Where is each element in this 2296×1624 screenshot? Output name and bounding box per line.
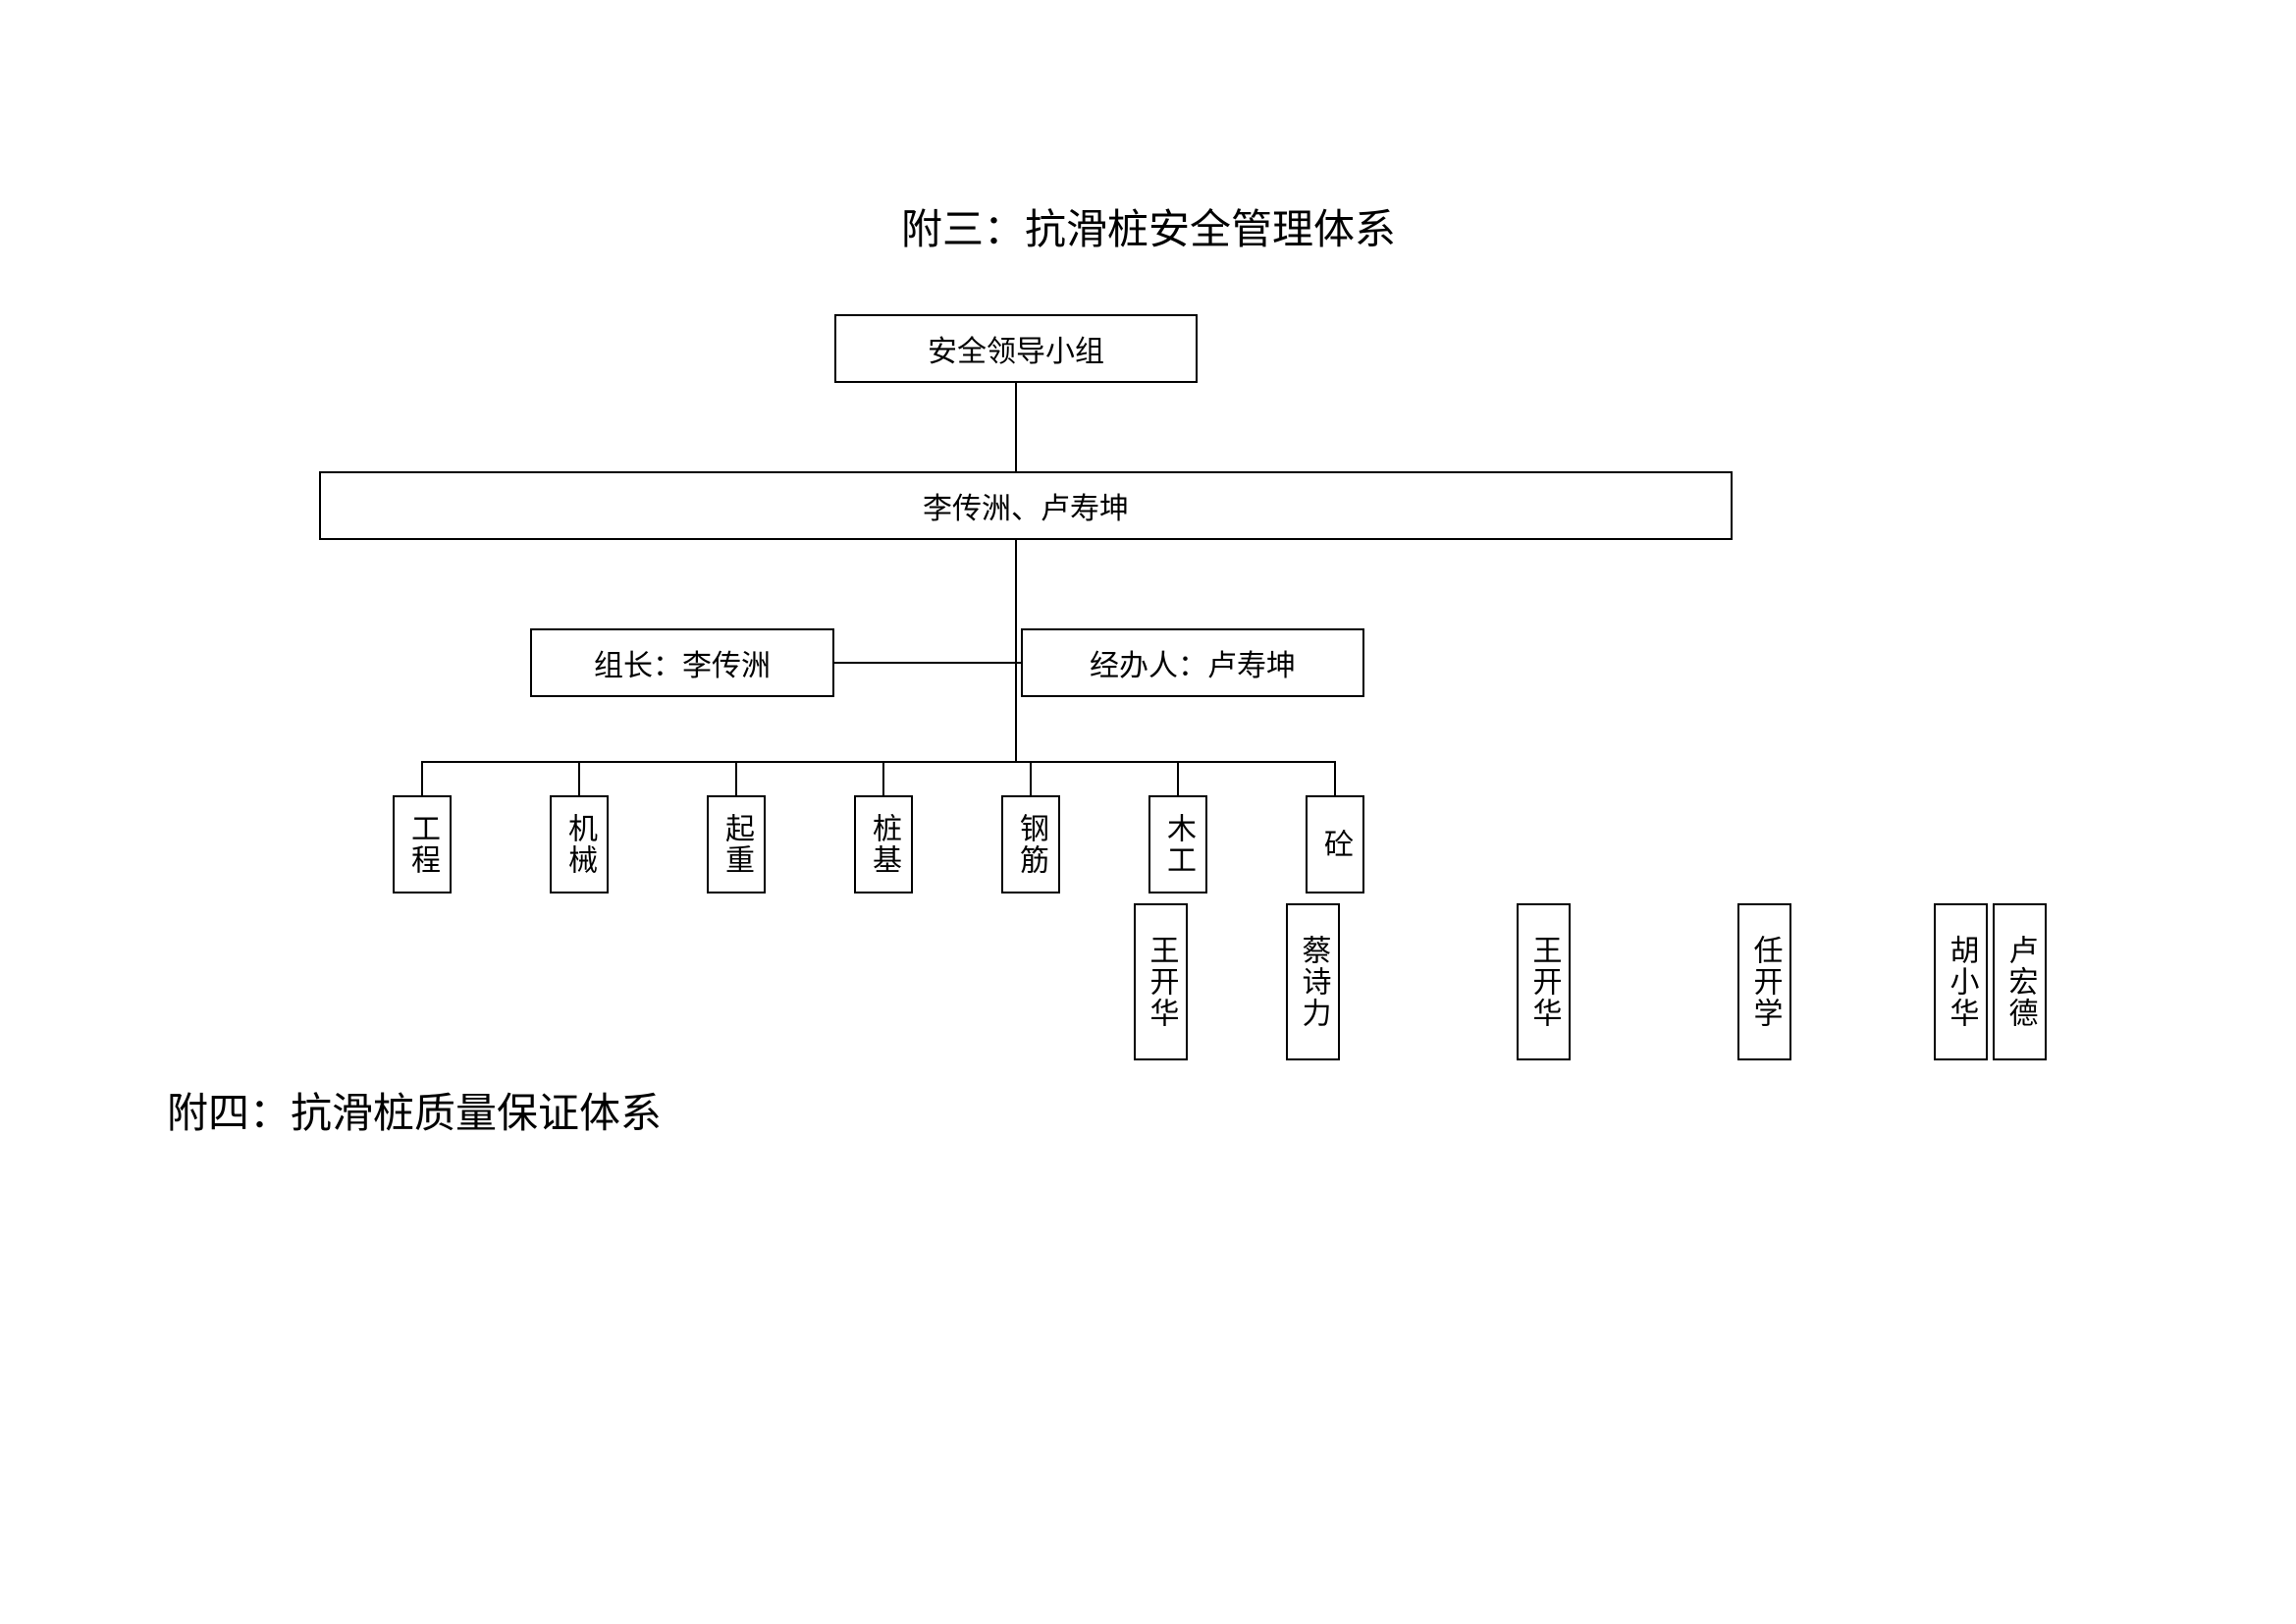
cat-5: 木工 xyxy=(1148,795,1207,893)
cat-1: 机械 xyxy=(550,795,609,893)
edge xyxy=(834,662,1021,664)
name-4: 胡小华 xyxy=(1934,903,1988,1060)
name-0: 王开华 xyxy=(1134,903,1188,1060)
name-5: 卢宏德 xyxy=(1993,903,2047,1060)
node-level2: 李传洲、卢寿坤 xyxy=(319,471,1733,540)
edge xyxy=(1177,761,1179,795)
name-1: 蔡诗力 xyxy=(1286,903,1340,1060)
node-level3-left: 组长：李传洲 xyxy=(530,628,834,697)
title-2: 附四：抗滑桩质量保证体系 xyxy=(167,1080,662,1140)
name-3: 任开学 xyxy=(1737,903,1791,1060)
edge xyxy=(882,761,884,795)
cat-4: 钢筋 xyxy=(1001,795,1060,893)
name-2: 王开华 xyxy=(1517,903,1571,1060)
cat-6: 砼 xyxy=(1306,795,1364,893)
cat-3: 桩基 xyxy=(854,795,913,893)
edge xyxy=(1334,761,1336,795)
title-1: 附三：抗滑桩安全管理体系 xyxy=(682,196,1615,256)
edge xyxy=(1030,761,1032,795)
node-level3-right: 经办人：卢寿坤 xyxy=(1021,628,1364,697)
edge xyxy=(1015,383,1017,471)
edge xyxy=(421,761,423,795)
edge xyxy=(421,761,1335,763)
node-root: 安全领导小组 xyxy=(834,314,1198,383)
edge xyxy=(1015,540,1017,761)
edge xyxy=(578,761,580,795)
edge xyxy=(735,761,737,795)
cat-2: 起重 xyxy=(707,795,766,893)
cat-0: 工程 xyxy=(393,795,452,893)
